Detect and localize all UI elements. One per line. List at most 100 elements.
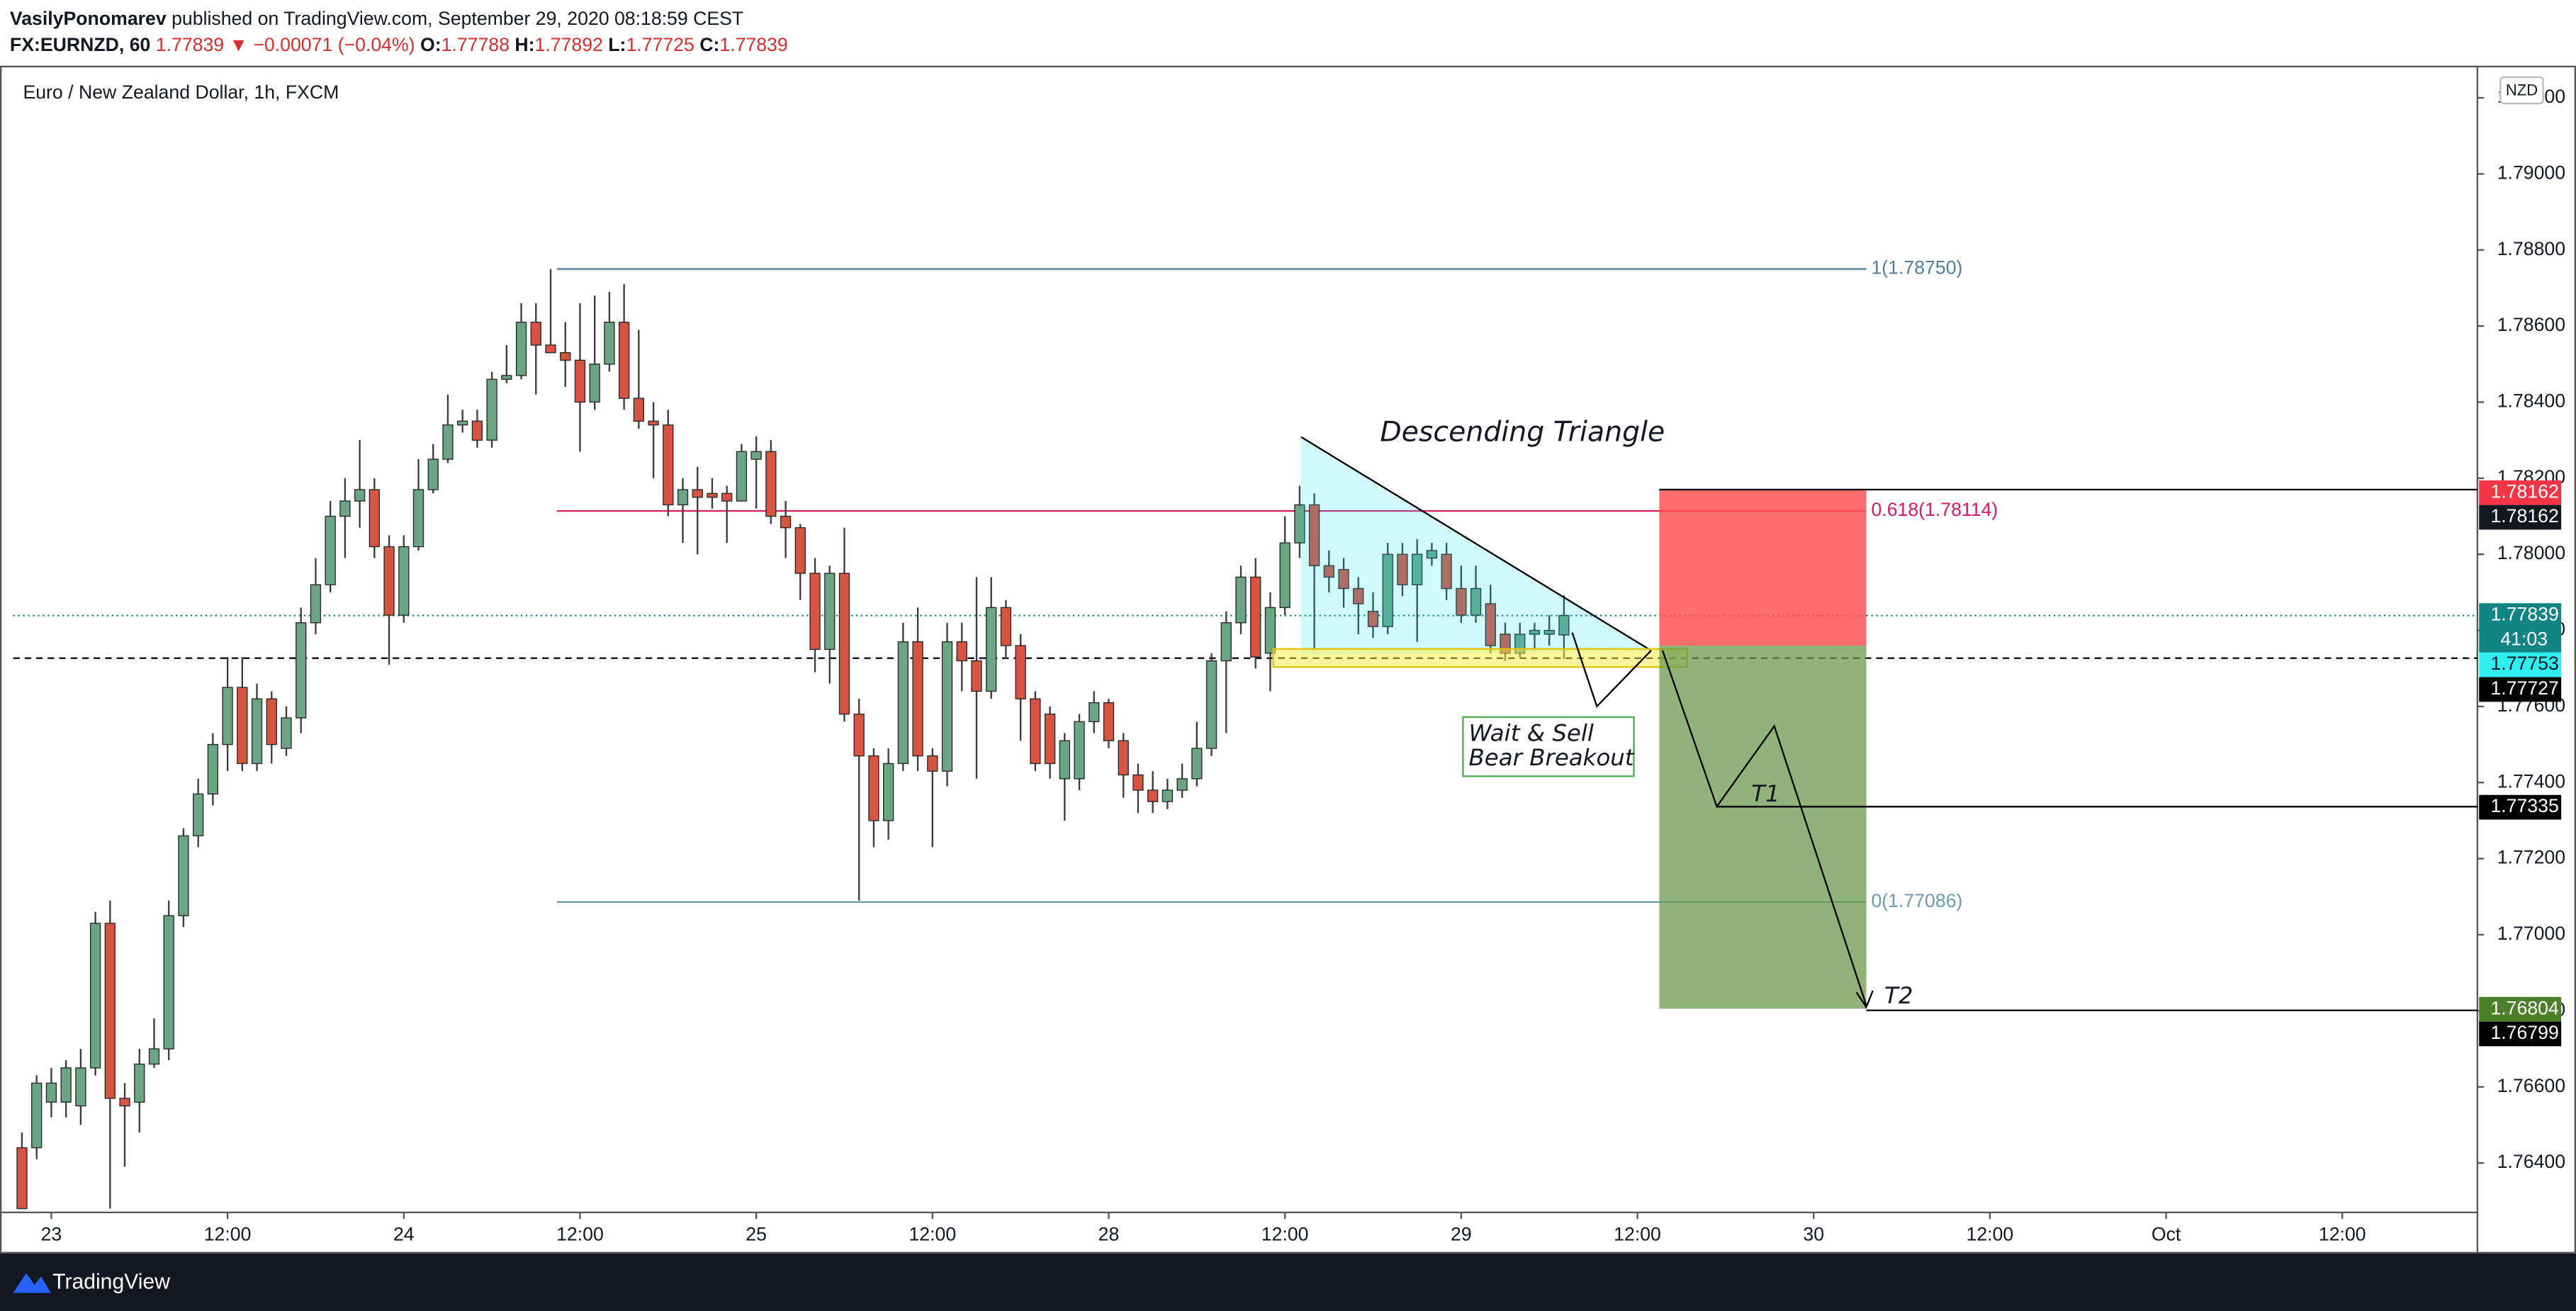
candle-body — [354, 489, 366, 502]
x-tick-label: 12:00 — [1261, 1223, 1309, 1244]
candle-body — [1089, 702, 1100, 723]
candle-body — [119, 1098, 130, 1107]
candle-body — [809, 573, 821, 651]
x-tick-label: 12:00 — [1967, 1223, 2014, 1244]
candle-body — [1441, 553, 1452, 590]
price-tag-label: 1.77335 — [2490, 795, 2558, 816]
candle-body — [1205, 660, 1217, 749]
x-tick-label: 12:00 — [204, 1223, 252, 1244]
x-tick-label: Oct — [2152, 1223, 2181, 1244]
candle-body — [1132, 774, 1144, 791]
candle-body — [663, 424, 674, 506]
y-tick-label: 1.78000 — [2497, 542, 2565, 563]
stop-zone — [1659, 489, 1867, 646]
candle-body — [956, 641, 967, 662]
x-tick-label: 12:00 — [909, 1223, 956, 1244]
candle-body — [163, 915, 174, 1050]
candle-body — [1176, 778, 1188, 791]
countdown-tag — [2479, 628, 2562, 653]
candle-body — [530, 322, 541, 346]
drawings: Descending Triangle Wait & Sell Bear Bre… — [1272, 416, 2477, 1011]
candle-body — [193, 793, 204, 837]
candle-body — [986, 607, 997, 692]
ohlc-value: 1.77892 — [535, 34, 603, 55]
candle-body — [339, 500, 351, 517]
candle-body — [1338, 568, 1349, 590]
candle-body — [1235, 576, 1247, 624]
candle-body — [310, 584, 322, 624]
arrow-head — [1855, 990, 1874, 1009]
logo — [13, 1273, 51, 1293]
candle-body — [45, 1082, 57, 1103]
target-zone — [1659, 646, 1867, 1009]
change: ▼ −0.00071 (−0.04%) — [230, 34, 415, 55]
y-tick-label: 1.78400 — [2497, 390, 2565, 412]
candle-body — [471, 420, 483, 441]
author: VasilyPonomarev — [10, 8, 167, 29]
candle-body — [574, 359, 586, 403]
candle-body — [237, 687, 248, 765]
candle-body — [1030, 698, 1041, 765]
triangle-fill — [1301, 437, 1651, 656]
price-tag-label: 1.76804 — [2490, 997, 2559, 1018]
candle-body — [442, 424, 454, 460]
candle-body — [1118, 740, 1129, 776]
candle-body — [1015, 645, 1026, 699]
note-text: Bear Breakout — [1469, 744, 1635, 771]
price-tag — [2479, 794, 2562, 820]
candle-body — [721, 493, 733, 502]
candle-body — [1191, 748, 1203, 780]
candle-body — [1000, 607, 1012, 646]
path-sketch — [1571, 632, 1652, 709]
price-tag-label: 1.78162 — [2490, 505, 2558, 527]
price-tag — [2479, 677, 2562, 702]
candle-body — [325, 515, 336, 585]
fib-label: 1(1.78750) — [1871, 257, 1962, 278]
note-text: Wait & Sell — [1469, 719, 1594, 746]
ohlc-value: 1.77839 — [719, 34, 787, 55]
price-tag-label: 1.77727 — [2490, 677, 2558, 699]
candle-body — [838, 573, 850, 715]
candle-body — [1485, 603, 1496, 646]
price-tag — [2479, 505, 2562, 530]
x-tick-label: 30 — [1803, 1223, 1824, 1244]
candle-body — [618, 322, 630, 399]
x-tick-label: 28 — [1098, 1223, 1120, 1244]
chart-frame — [0, 65, 2576, 1254]
candle-body — [31, 1082, 43, 1149]
candle-body — [1543, 629, 1555, 635]
candle-body — [1279, 542, 1290, 609]
last-price: 1.77839 — [156, 34, 224, 55]
ohlc-label: O: — [420, 34, 441, 55]
candle-body — [1220, 622, 1232, 662]
candle-body — [633, 398, 645, 422]
candle-body — [383, 546, 395, 616]
ohlc-label: H: — [514, 34, 534, 55]
x-tick-label: 25 — [746, 1223, 767, 1244]
candle-body — [398, 546, 410, 616]
candle-body — [677, 489, 689, 506]
candle-body — [222, 687, 233, 745]
candle-body — [266, 698, 277, 745]
candle-body — [1264, 607, 1276, 654]
candle-body — [75, 1067, 86, 1107]
y-tick-label: 1.76600 — [2497, 1075, 2565, 1096]
price-tag-label: 1.77753 — [2490, 653, 2558, 674]
footer-bar — [0, 1253, 2576, 1311]
price-tag — [2479, 1021, 2562, 1047]
y-tick-label: 1.77000 — [2497, 923, 2565, 944]
candle-body — [60, 1067, 72, 1103]
ohlc-value: 1.77725 — [626, 34, 694, 55]
target-label: T1 — [1751, 780, 1779, 807]
candle-body — [1382, 553, 1393, 627]
x-tick-label: 23 — [41, 1223, 62, 1244]
y-tick-label: 1.77200 — [2497, 847, 2565, 868]
chart-title: Euro / New Zealand Dollar, 1h, FXCM — [23, 81, 339, 103]
candle-body — [604, 322, 615, 365]
y-tick-label: 1.79000 — [2497, 162, 2565, 183]
symbol: FX:EURNZD, 60 — [10, 34, 150, 55]
fib-label: 0.618(1.78114) — [1871, 499, 1998, 520]
candle-body — [1059, 740, 1070, 780]
candle-body — [457, 420, 468, 426]
